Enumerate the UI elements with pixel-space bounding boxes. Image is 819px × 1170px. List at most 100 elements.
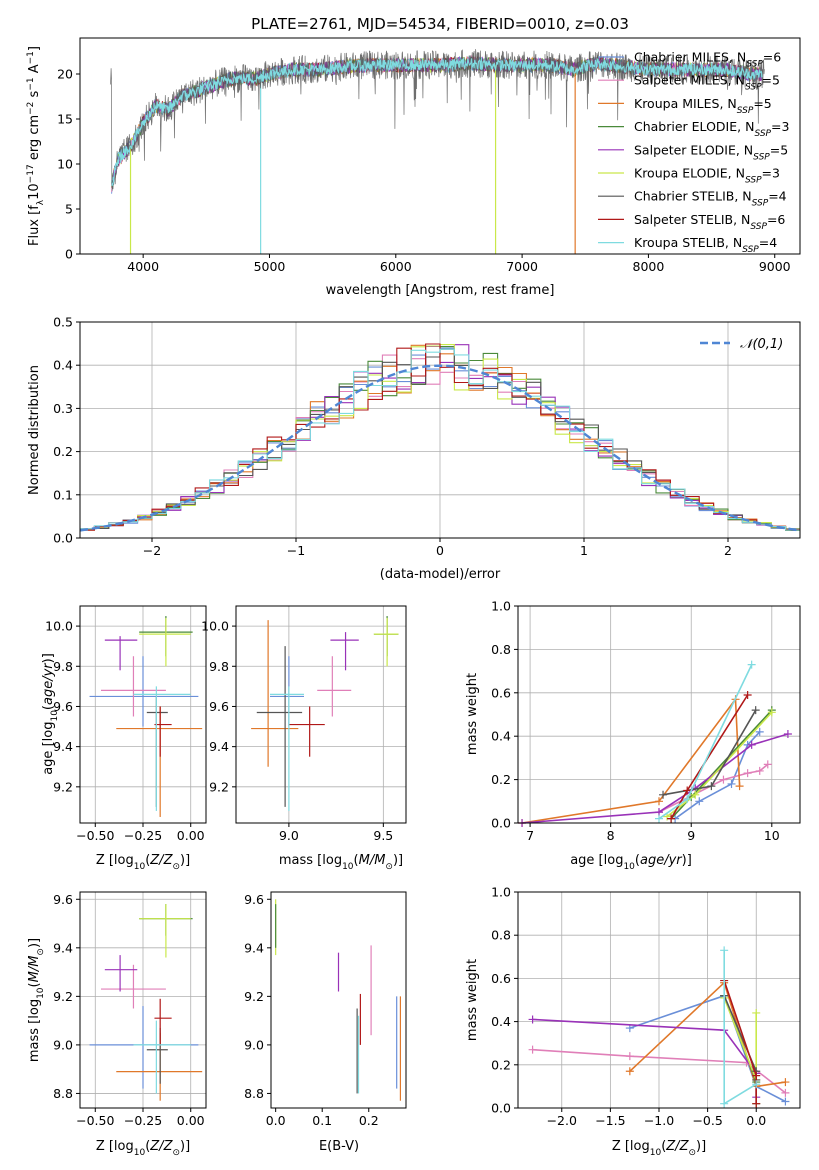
x-axis-label: (data-model)/error bbox=[380, 567, 501, 582]
weight-marker bbox=[720, 946, 729, 955]
x-tick-label: −1 bbox=[287, 543, 305, 558]
y-axis-label: Flux [fλ10−17 erg cm−2 s−1 A−1] bbox=[26, 46, 46, 246]
weight-marker bbox=[781, 1088, 790, 1097]
x-axis-label: age [log10(age/yr)] bbox=[570, 853, 692, 872]
errorbar-point bbox=[373, 618, 399, 667]
weight-marker bbox=[751, 706, 760, 715]
plot-area bbox=[528, 946, 790, 1108]
y-tick-label: 10.0 bbox=[45, 619, 73, 634]
legend-entry: Salpeter MILES, NSSP=5 bbox=[634, 73, 780, 93]
x-tick-label: −0.25 bbox=[124, 1113, 162, 1128]
y-tick-label: 10.0 bbox=[201, 619, 229, 634]
y-axis-label: Normed distribution bbox=[27, 365, 42, 495]
y-tick-label: 9.2 bbox=[53, 989, 73, 1004]
weight-marker bbox=[781, 1097, 790, 1106]
age_vs_Z-panel: −0.50 −0.25 0.00 9.2 9.4 9.6 9.8 10.0 bbox=[45, 605, 207, 843]
legend-entry: Chabrier MILES, NSSP=6 bbox=[634, 50, 781, 70]
x-tick-label: 1 bbox=[580, 543, 588, 558]
errorbar-point bbox=[116, 1032, 203, 1101]
y-tick-label: 9.8 bbox=[53, 659, 73, 674]
mass_vs_Z-panel: −0.50 −0.25 0.00 8.8 9.0 9.2 9.4 9.6 bbox=[53, 891, 207, 1128]
y-tick-label: 9.6 bbox=[53, 699, 73, 714]
y-tick-label: 1.0 bbox=[491, 599, 511, 614]
axes-frame bbox=[270, 891, 407, 1109]
weight-marker bbox=[625, 1067, 634, 1076]
weight-marker bbox=[755, 766, 764, 775]
y-tick-label: 15 bbox=[57, 112, 73, 127]
legend-entry: Kroupa STELIB, NSSP=4 bbox=[634, 235, 777, 255]
y-tick-label: 0.2 bbox=[491, 1057, 511, 1072]
weight-marker bbox=[747, 660, 756, 669]
errorbar-point bbox=[154, 998, 172, 1045]
x-axis-label: E(B-V) bbox=[319, 1139, 359, 1154]
y-tick-label: 9.0 bbox=[53, 1037, 73, 1052]
y-tick-label: 0.0 bbox=[491, 1101, 511, 1116]
weight-marker bbox=[783, 730, 792, 739]
x-axis-label: Z [log10(Z/Z⊙)] bbox=[96, 853, 190, 872]
normal-curve bbox=[79, 364, 801, 532]
x-tick-label: −2.0 bbox=[547, 1113, 577, 1128]
x-axis-label: wavelength [Angstrom, rest frame] bbox=[326, 283, 555, 298]
weight-marker bbox=[707, 782, 716, 791]
plot-area bbox=[79, 343, 801, 532]
errorbar-point bbox=[317, 656, 352, 717]
spectrum-panel: 4000 5000 6000 7000 8000 9000 0 5 10 15 20 bbox=[57, 37, 801, 274]
y-axis-label: mass weight bbox=[465, 959, 480, 1041]
massweight_vs_Z-panel: −2.0 −1.5 −1.0 −0.5 0.0 0.0 0.2 0.4 0.6 0.8 1.0 bbox=[491, 885, 801, 1128]
x-axis-label: Z [log10(Z/Z⊙)] bbox=[612, 1139, 706, 1158]
weight-series bbox=[532, 1048, 786, 1094]
weight-marker bbox=[691, 790, 700, 799]
y-tick-label: 0.8 bbox=[491, 928, 511, 943]
weight-marker bbox=[781, 1078, 790, 1087]
y-axis-label: age [log10(age/yr)] bbox=[41, 653, 60, 775]
x-tick-label: 9000 bbox=[759, 259, 791, 274]
errorbar-point bbox=[154, 706, 172, 757]
x-tick-label: 9.0 bbox=[279, 828, 299, 843]
weight-marker bbox=[763, 760, 772, 769]
plot-area bbox=[89, 616, 203, 817]
errorbar-point bbox=[146, 696, 168, 807]
weight-marker bbox=[743, 769, 752, 778]
x-tick-label: 9 bbox=[687, 828, 695, 843]
errorbar-point bbox=[89, 656, 199, 727]
legend-entry: Chabrier STELIB, NSSP=4 bbox=[634, 189, 787, 209]
x-tick-label: 0.0 bbox=[746, 1113, 766, 1128]
errorbar-point bbox=[251, 620, 299, 767]
x-tick-label: 5000 bbox=[254, 259, 286, 274]
y-tick-label: 0.0 bbox=[491, 816, 511, 831]
y-tick-label: 0.3 bbox=[53, 401, 73, 416]
errorbar-point bbox=[104, 955, 138, 992]
chart-title: PLATE=2761, MJD=54534, FIBERID=0010, z=0… bbox=[251, 15, 629, 33]
axes-frame bbox=[235, 605, 407, 824]
y-tick-label: 9.8 bbox=[209, 659, 229, 674]
weight-marker bbox=[752, 1080, 761, 1089]
age_vs_mass-panel: 9.0 9.5 9.2 9.4 9.6 9.8 10.0 bbox=[201, 605, 407, 843]
y-tick-label: 9.6 bbox=[209, 699, 229, 714]
x-tick-label: 10 bbox=[764, 828, 780, 843]
y-tick-label: 9.6 bbox=[244, 892, 264, 907]
plot-area bbox=[109, 49, 765, 254]
weight-marker bbox=[747, 740, 756, 749]
spectrum-series bbox=[111, 57, 763, 187]
y-tick-label: 0.8 bbox=[491, 642, 511, 657]
weight-marker bbox=[735, 782, 744, 791]
y-tick-label: 0 bbox=[65, 247, 73, 262]
y-tick-label: 9.4 bbox=[209, 739, 229, 754]
weight-marker bbox=[719, 775, 728, 784]
y-tick-label: 8.8 bbox=[53, 1086, 73, 1101]
errorbar-point bbox=[89, 1006, 199, 1089]
x-tick-label: 4000 bbox=[127, 259, 159, 274]
x-tick-label: 8 bbox=[607, 828, 615, 843]
weight-marker bbox=[755, 727, 764, 736]
x-tick-label: 7000 bbox=[506, 259, 538, 274]
weight-marker bbox=[683, 795, 692, 804]
errorbar-point bbox=[104, 636, 138, 671]
errorbar-point bbox=[270, 656, 304, 727]
y-tick-label: 9.2 bbox=[209, 779, 229, 794]
plot-area bbox=[275, 899, 402, 1101]
legend-entry: Chabrier ELODIE, NSSP=3 bbox=[634, 119, 789, 139]
weight-marker bbox=[659, 790, 668, 799]
y-tick-label: 9.6 bbox=[53, 892, 73, 907]
legend-entry: Salpeter ELODIE, NSSP=5 bbox=[634, 142, 788, 162]
x-tick-label: −0.25 bbox=[124, 828, 162, 843]
